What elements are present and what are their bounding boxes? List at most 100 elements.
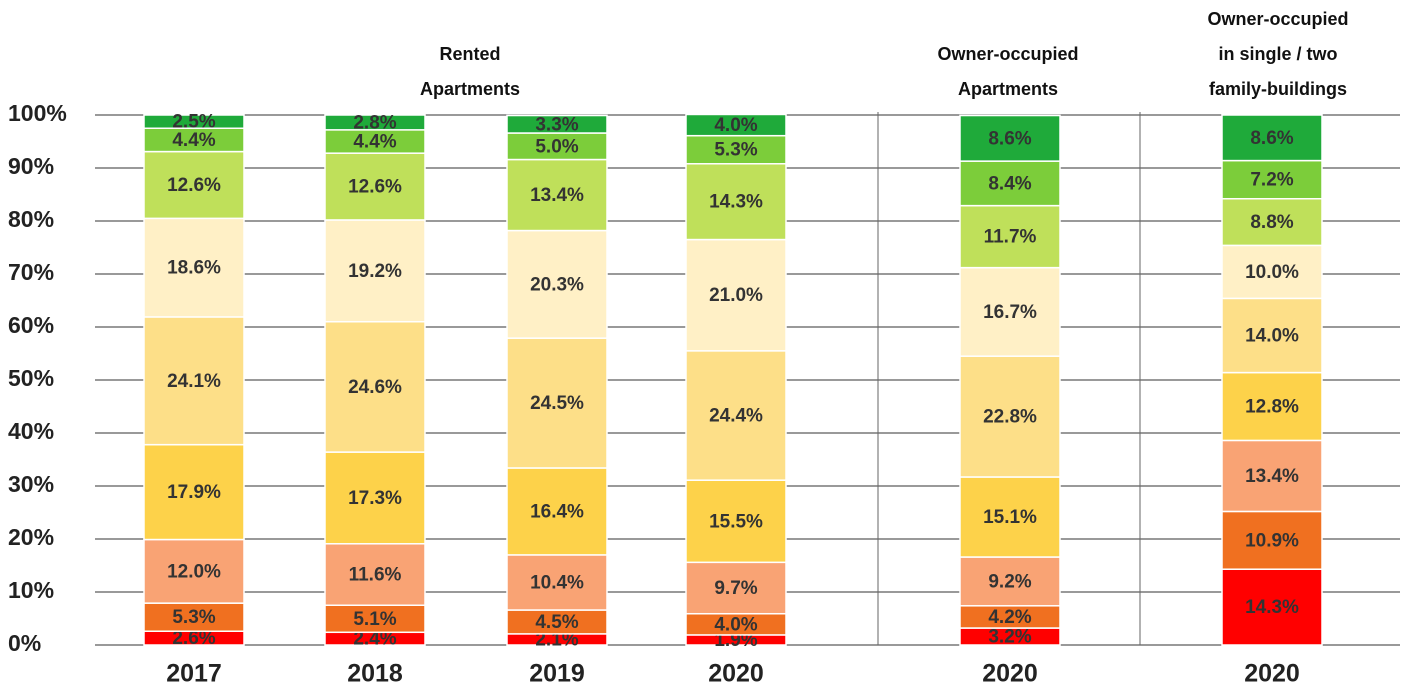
- value-label: 14.3%: [1245, 597, 1299, 618]
- bar-segment: [685, 163, 787, 241]
- bar-segment: [143, 114, 245, 129]
- x-tick-label: 2020: [982, 660, 1038, 688]
- bar-segment: [324, 219, 426, 323]
- y-tick-label: 100%: [8, 100, 67, 126]
- value-label: 16.4%: [530, 501, 584, 522]
- bar-segment: [1221, 244, 1323, 300]
- bar-segment: [685, 561, 787, 615]
- group-label: Apartments: [420, 79, 520, 99]
- value-label: 12.0%: [167, 561, 221, 582]
- value-label: 5.0%: [535, 136, 578, 157]
- value-label: 7.2%: [1250, 170, 1293, 191]
- bar-segment: [143, 316, 245, 446]
- y-tick-label: 0%: [8, 630, 41, 656]
- group-label: family-buildings: [1209, 79, 1347, 99]
- value-label: 11.7%: [984, 227, 1037, 248]
- y-tick-label: 90%: [8, 153, 54, 179]
- value-label: 8.8%: [1250, 212, 1293, 233]
- y-tick-label: 60%: [8, 312, 54, 338]
- bar-segment: [143, 150, 245, 220]
- value-label: 15.5%: [709, 511, 763, 532]
- value-label: 13.4%: [1245, 466, 1299, 487]
- x-tick-label: 2020: [708, 660, 764, 688]
- group-label: in single / two: [1218, 44, 1337, 64]
- y-tick-label: 10%: [8, 577, 54, 603]
- bar-segment: [685, 134, 787, 165]
- bar-segment: [324, 451, 426, 545]
- value-label: 5.1%: [353, 609, 396, 630]
- y-tick-label: 80%: [8, 206, 54, 232]
- y-tick-label: 30%: [8, 471, 54, 497]
- bar-segment: [506, 114, 608, 134]
- bar-segment: [506, 554, 608, 611]
- bar-segment: [1221, 297, 1323, 374]
- value-label: 4.0%: [714, 115, 757, 136]
- value-label: 12.6%: [167, 175, 221, 196]
- value-label: 4.0%: [714, 614, 757, 635]
- bar-segment: [1221, 568, 1323, 646]
- bar-segment: [324, 114, 426, 131]
- value-label: 11.6%: [349, 565, 402, 586]
- value-label: 4.4%: [172, 130, 215, 151]
- value-label: 21.0%: [709, 285, 763, 306]
- value-label: 2.4%: [353, 629, 396, 650]
- value-label: 24.4%: [709, 406, 763, 427]
- value-label: 17.3%: [348, 488, 402, 509]
- y-tick-label: 70%: [8, 259, 54, 285]
- value-label: 4.2%: [988, 607, 1031, 628]
- value-label: 19.2%: [348, 261, 402, 282]
- value-label: 4.4%: [353, 132, 396, 153]
- value-label: 17.9%: [167, 482, 221, 503]
- value-label: 20.3%: [530, 274, 584, 295]
- value-label: 24.5%: [530, 393, 584, 414]
- group-label: Rented: [439, 44, 500, 64]
- value-label: 24.1%: [167, 371, 221, 392]
- bar-segment: [959, 114, 1061, 162]
- bar-segment: [324, 543, 426, 607]
- value-label: 10.4%: [530, 572, 584, 593]
- group-label: Owner-occupied: [937, 44, 1078, 64]
- value-label: 2.1%: [535, 629, 578, 650]
- bar-segment: [1221, 439, 1323, 513]
- bar-segment: [1221, 114, 1323, 162]
- value-label: 3.2%: [988, 627, 1031, 648]
- value-label: 12.8%: [1245, 397, 1299, 418]
- bar-segment: [959, 556, 1061, 607]
- bar-segment: [685, 479, 787, 564]
- group-label: Owner-occupied: [1207, 9, 1348, 29]
- value-label: 2.5%: [172, 112, 215, 133]
- value-label: 9.2%: [988, 571, 1031, 592]
- value-label: 9.7%: [714, 578, 757, 599]
- bar-segment: [324, 152, 426, 221]
- bar-segment: [506, 132, 608, 161]
- value-label: 14.0%: [1245, 325, 1299, 346]
- group-label: Apartments: [958, 79, 1058, 99]
- value-label: 8.6%: [1250, 128, 1293, 149]
- bar-segment: [506, 337, 608, 469]
- y-tick-label: 40%: [8, 418, 54, 444]
- bar-segment: [959, 160, 1061, 207]
- x-tick-label: 2017: [166, 660, 222, 688]
- bar-segment: [143, 443, 245, 541]
- value-label: 8.4%: [988, 173, 1031, 194]
- value-label: 5.3%: [714, 140, 757, 161]
- bar-segment: [685, 350, 787, 481]
- value-label: 15.1%: [983, 507, 1037, 528]
- value-label: 16.7%: [983, 302, 1037, 323]
- value-label: 2.8%: [353, 112, 396, 133]
- x-tick-label: 2020: [1244, 660, 1300, 688]
- value-label: 12.6%: [348, 177, 402, 198]
- value-label: 5.3%: [172, 607, 215, 628]
- value-label: 2.6%: [172, 628, 215, 649]
- value-label: 4.5%: [535, 612, 578, 633]
- y-tick-label: 20%: [8, 524, 54, 550]
- value-label: 10.9%: [1245, 530, 1299, 551]
- bar-segment: [506, 158, 608, 232]
- value-label: 22.8%: [983, 407, 1037, 428]
- value-label: 8.6%: [988, 128, 1031, 149]
- bar-segment: [506, 467, 608, 556]
- value-label: 3.3%: [535, 114, 578, 135]
- y-tick-label: 50%: [8, 365, 54, 391]
- bar-segment: [143, 538, 245, 604]
